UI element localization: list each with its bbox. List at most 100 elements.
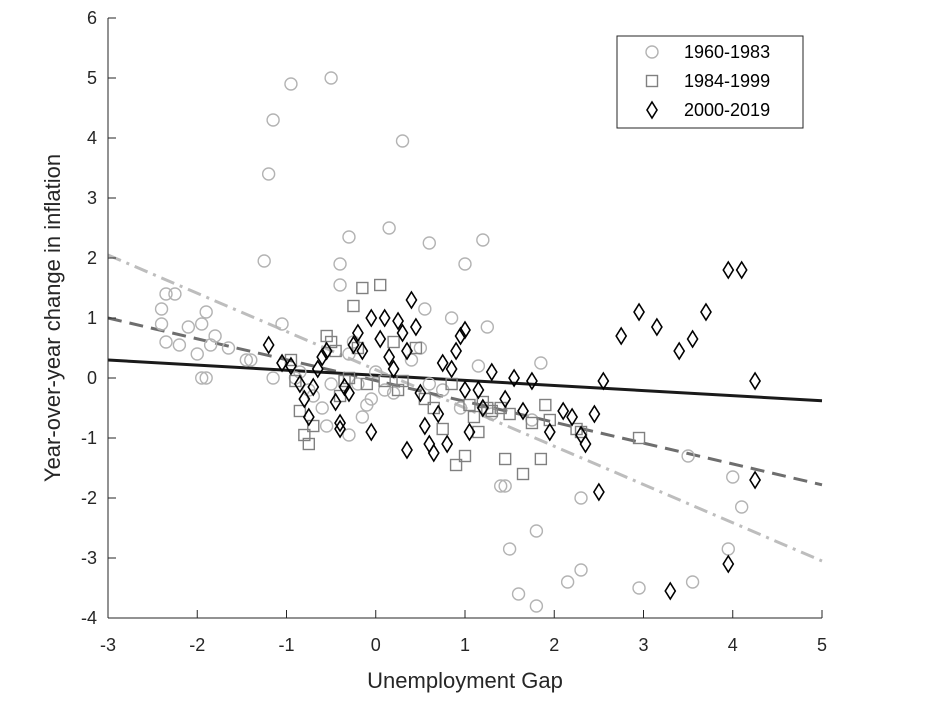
data-point xyxy=(480,320,495,334)
data-point xyxy=(422,377,436,391)
data-point xyxy=(324,377,338,391)
data-point xyxy=(208,329,222,343)
data-point xyxy=(726,470,740,484)
data-point xyxy=(365,422,378,442)
data-point xyxy=(159,287,173,301)
data-point xyxy=(333,278,347,292)
data-point xyxy=(459,380,471,400)
x-tick-label: 0 xyxy=(371,635,381,655)
legend-label-1984-1999: 1984-1999 xyxy=(684,71,770,91)
data-point xyxy=(316,347,329,367)
data-point xyxy=(334,413,346,433)
y-tick-label: 5 xyxy=(87,68,97,88)
data-point xyxy=(391,383,405,397)
data-point xyxy=(529,524,544,538)
data-point xyxy=(195,371,209,385)
data-point xyxy=(409,317,422,337)
data-point xyxy=(445,359,458,379)
data-point xyxy=(392,311,405,331)
data-point xyxy=(347,335,360,355)
data-point xyxy=(276,353,288,373)
data-point xyxy=(395,134,410,148)
y-axis-label: Year-over-year change in inflation xyxy=(40,154,65,482)
data-point xyxy=(525,416,539,430)
data-point xyxy=(324,71,338,85)
legend-marker-1960-1983 xyxy=(645,45,659,59)
x-tick-label: 1 xyxy=(460,635,470,655)
legend: 1960-1983 1984-1999 2000-2019 xyxy=(616,35,804,129)
data-point xyxy=(503,407,516,421)
data-point xyxy=(454,326,467,346)
data-point xyxy=(471,359,486,373)
data-point xyxy=(722,260,735,280)
data-point xyxy=(239,353,254,367)
data-point xyxy=(284,77,298,91)
data-point xyxy=(444,311,459,325)
data-point xyxy=(458,257,472,271)
data-point xyxy=(574,491,588,505)
data-point xyxy=(343,383,355,403)
data-point xyxy=(685,575,700,589)
data-point xyxy=(401,341,413,361)
data-point xyxy=(356,281,369,295)
data-point xyxy=(498,479,512,493)
data-point xyxy=(427,443,440,463)
data-point xyxy=(414,383,427,403)
data-point xyxy=(472,425,485,439)
data-point xyxy=(423,434,436,454)
data-point xyxy=(285,356,297,376)
data-point xyxy=(401,440,413,460)
data-point xyxy=(485,362,498,382)
data-point xyxy=(168,287,182,301)
data-point xyxy=(566,407,579,427)
data-point xyxy=(387,359,400,379)
y-tick-label: -1 xyxy=(81,428,97,448)
data-point xyxy=(534,452,548,466)
data-point xyxy=(266,371,280,385)
y-tick-label: 1 xyxy=(87,308,97,328)
data-point xyxy=(383,347,396,367)
data-point xyxy=(347,299,360,313)
data-point xyxy=(298,428,311,442)
data-point xyxy=(181,320,196,334)
y-tick-label: 2 xyxy=(87,248,97,268)
data-point xyxy=(502,542,517,556)
data-point xyxy=(579,434,592,454)
y-tick-label: -3 xyxy=(81,548,97,568)
data-point xyxy=(681,449,695,463)
data-point xyxy=(467,410,481,424)
data-point xyxy=(356,341,369,361)
data-point xyxy=(463,398,476,412)
fit-line-1960-1983 xyxy=(107,253,823,563)
data-point xyxy=(262,335,275,355)
data-point xyxy=(557,401,570,421)
data-point xyxy=(472,380,485,400)
data-point xyxy=(351,323,364,343)
x-tick-label: -2 xyxy=(189,635,205,655)
data-point xyxy=(529,599,544,613)
data-point xyxy=(700,302,712,322)
data-point xyxy=(396,323,409,343)
data-point xyxy=(441,434,454,454)
y-tick-label: -4 xyxy=(81,608,97,628)
data-point xyxy=(293,374,306,394)
data-point xyxy=(453,401,468,415)
data-point xyxy=(499,389,512,409)
legend-label-2000-2019: 2000-2019 xyxy=(684,100,770,120)
x-tick-label: 4 xyxy=(728,635,738,655)
data-point xyxy=(154,302,169,316)
data-point xyxy=(450,341,463,361)
data-point xyxy=(615,326,628,346)
data-point xyxy=(199,371,213,385)
data-point xyxy=(650,317,663,337)
data-point xyxy=(418,416,431,436)
x-tick-label: -1 xyxy=(278,635,294,655)
y-tick-label: 4 xyxy=(87,128,97,148)
data-point xyxy=(749,470,762,490)
data-point xyxy=(342,230,356,244)
data-point xyxy=(432,404,445,424)
data-point xyxy=(508,368,521,388)
data-point xyxy=(154,317,169,331)
data-point xyxy=(734,500,749,514)
